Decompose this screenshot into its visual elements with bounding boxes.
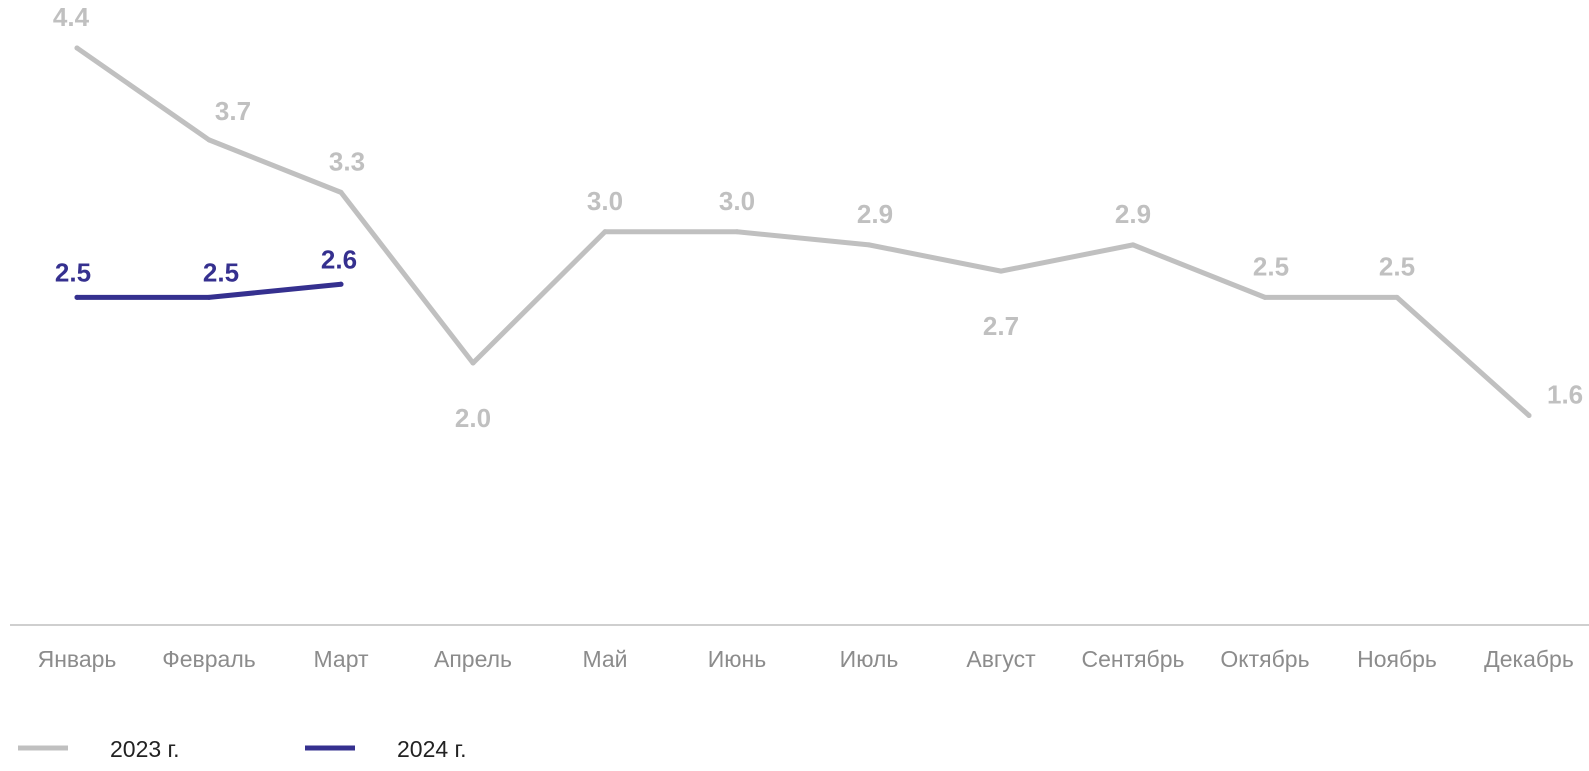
- data-point: [734, 229, 740, 235]
- data-point: [206, 137, 212, 143]
- data-label: 2.5: [1379, 251, 1415, 281]
- series-layer: [74, 45, 1532, 418]
- x-tick-label: Сентябрь: [1081, 646, 1184, 672]
- data-label: 3.3: [329, 146, 365, 176]
- data-point: [602, 229, 608, 235]
- x-tick-label: Июль: [840, 646, 899, 672]
- x-tick-label: Апрель: [434, 646, 512, 672]
- data-label: 3.0: [587, 186, 623, 216]
- data-label: 3.7: [215, 96, 251, 126]
- data-label: 2.9: [857, 199, 893, 229]
- x-tick-label: Октябрь: [1220, 646, 1309, 672]
- data-point: [866, 242, 872, 248]
- legend: 2023 г. 2024 г.: [18, 736, 467, 762]
- data-point: [1262, 294, 1268, 300]
- data-label: 2.6: [321, 244, 357, 274]
- legend-label: 2024 г.: [397, 736, 467, 762]
- data-point: [998, 268, 1004, 274]
- data-point: [470, 360, 476, 366]
- data-point: [338, 281, 344, 287]
- legend-label: 2023 г.: [110, 736, 180, 762]
- data-point: [1394, 294, 1400, 300]
- data-point: [74, 294, 80, 300]
- data-point: [338, 189, 344, 195]
- series-line-2023: [74, 45, 1532, 418]
- x-tick-label: Февраль: [162, 646, 255, 672]
- x-tick-label: Ноябрь: [1357, 646, 1437, 672]
- data-label: 2.5: [203, 257, 239, 287]
- data-label: 4.4: [53, 2, 90, 32]
- data-label: 3.0: [719, 186, 755, 216]
- data-point: [1526, 413, 1532, 418]
- x-tick-layer: Январь Февраль Март Апрель Май Июнь Июль Август…: [38, 646, 1574, 672]
- x-tick-label: Январь: [38, 646, 117, 672]
- data-label-layer: 4.4 3.7 3.3 2.0 3.0 3.0 2.9 2.7 2.9 2.5 2.5 1.6 2.5 2…: [53, 2, 1583, 433]
- data-point: [74, 45, 80, 51]
- data-label: 2.7: [983, 311, 1019, 341]
- x-tick-label: Август: [966, 646, 1036, 672]
- data-point: [1130, 242, 1136, 248]
- x-tick-label: Июнь: [708, 646, 766, 672]
- data-label: 2.5: [1253, 251, 1289, 281]
- data-label: 2.5: [55, 257, 91, 287]
- x-tick-label: Декабрь: [1484, 646, 1574, 672]
- x-tick-label: Март: [313, 646, 368, 672]
- data-point: [206, 294, 212, 300]
- data-label: 2.9: [1115, 199, 1151, 229]
- data-label: 1.6: [1547, 380, 1583, 410]
- data-label: 2.0: [455, 403, 491, 433]
- x-tick-label: Май: [582, 646, 627, 672]
